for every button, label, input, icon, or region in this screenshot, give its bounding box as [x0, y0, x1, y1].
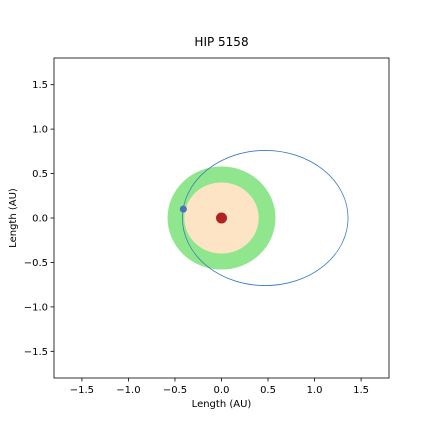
x-tick-label: 0.0	[214, 385, 230, 396]
x-tick-label: 0.5	[260, 385, 276, 396]
planet-orbit	[182, 150, 349, 286]
y-tick-label: 0.5	[32, 169, 48, 180]
y-tick-label: −0.5	[24, 258, 48, 269]
x-tick-label: −0.5	[163, 385, 187, 396]
plot-content	[167, 150, 349, 286]
y-axis-ticks: −1.5 −1.0 −0.5 0.0 0.5 1.0 1.5	[24, 80, 54, 358]
x-tick-label: −1.5	[70, 385, 94, 396]
y-tick-label: −1.0	[24, 302, 48, 313]
x-tick-label: 1.0	[307, 385, 323, 396]
chart-title: HIP 5158	[194, 35, 248, 49]
x-axis-ticks: −1.5 −1.0 −0.5 0.0 0.5 1.0 1.5	[70, 378, 369, 396]
planet-point	[179, 205, 187, 213]
y-axis-label: Length (AU)	[8, 188, 19, 248]
x-tick-label: −1.0	[116, 385, 140, 396]
y-tick-label: 1.5	[32, 80, 48, 91]
y-tick-label: 1.0	[32, 125, 48, 136]
y-tick-label: 0.0	[32, 214, 48, 225]
x-tick-label: 1.5	[353, 385, 369, 396]
star-point	[216, 212, 227, 224]
x-axis-label: Length (AU)	[192, 399, 252, 410]
y-tick-label: −1.5	[24, 347, 48, 358]
